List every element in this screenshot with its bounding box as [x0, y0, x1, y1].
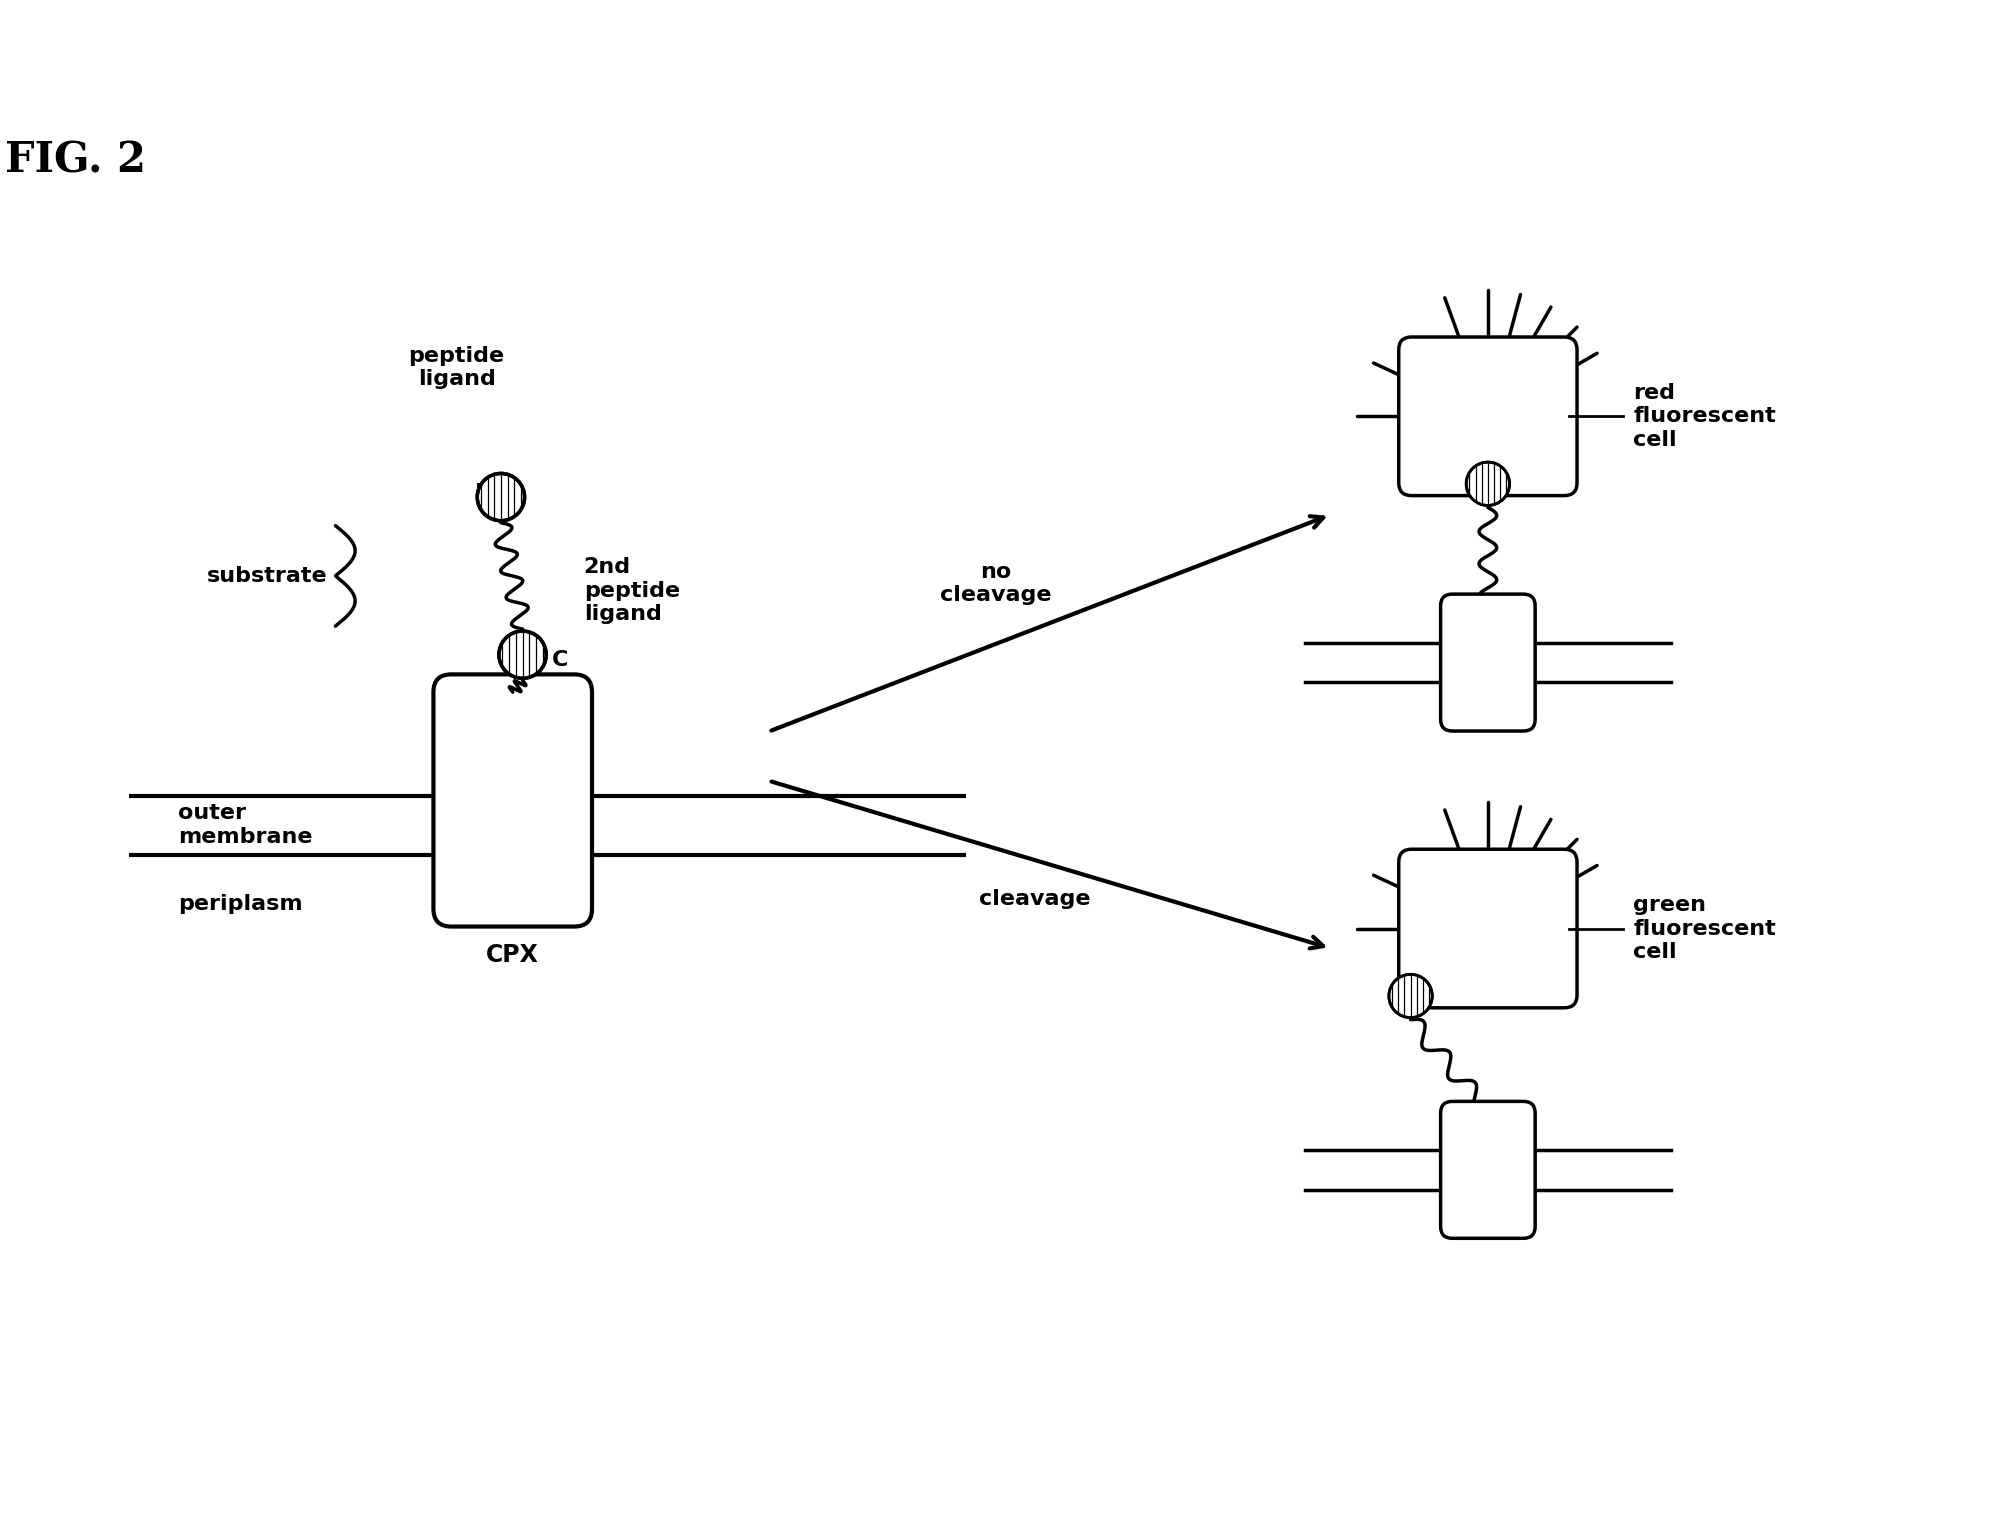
FancyBboxPatch shape [1440, 1101, 1534, 1239]
Text: N: N [475, 484, 493, 504]
FancyBboxPatch shape [433, 674, 591, 926]
Circle shape [477, 473, 523, 521]
Text: substrate: substrate [207, 566, 327, 586]
Text: FIG. 2: FIG. 2 [4, 139, 146, 181]
Text: red
fluorescent
cell: red fluorescent cell [1632, 383, 1774, 450]
Circle shape [1387, 974, 1432, 1018]
Text: peptide
ligand: peptide ligand [409, 346, 505, 389]
Text: green
fluorescent
cell: green fluorescent cell [1632, 896, 1774, 961]
Text: CPX: CPX [485, 943, 539, 968]
Text: periplasm: periplasm [178, 894, 303, 914]
FancyBboxPatch shape [1440, 594, 1534, 730]
Text: outer
membrane: outer membrane [178, 804, 313, 847]
Text: C: C [551, 649, 567, 669]
FancyBboxPatch shape [1397, 850, 1576, 1007]
Circle shape [1466, 462, 1510, 505]
FancyBboxPatch shape [1397, 337, 1576, 496]
Text: 2nd
peptide
ligand: 2nd peptide ligand [583, 557, 680, 623]
Text: cleavage: cleavage [978, 890, 1091, 909]
Circle shape [499, 631, 545, 678]
Text: no
cleavage: no cleavage [938, 562, 1051, 605]
